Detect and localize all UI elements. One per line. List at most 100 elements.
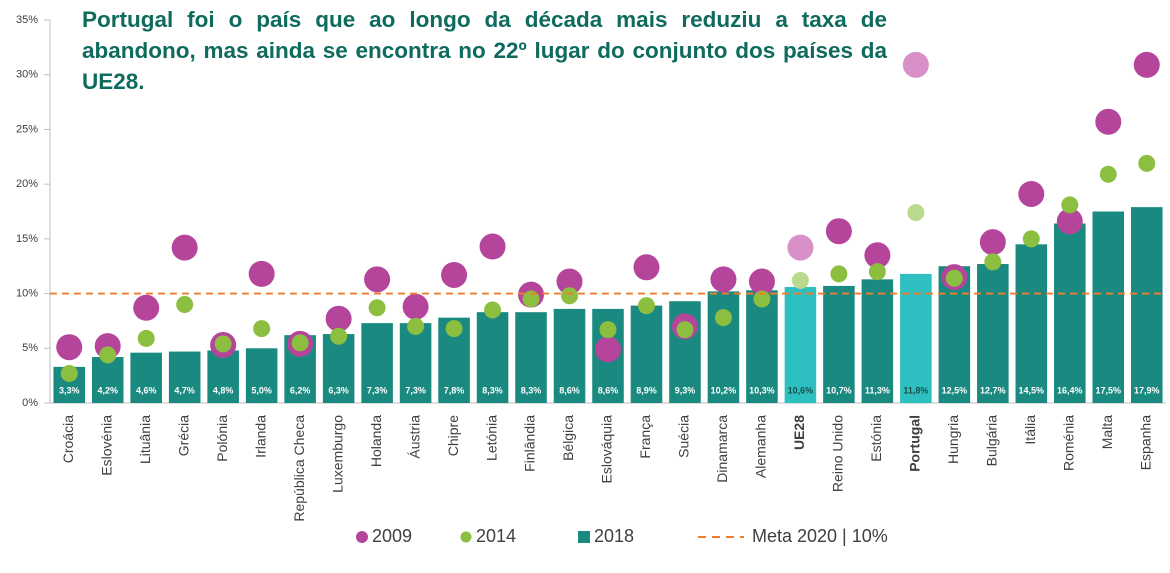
marker-2014 (599, 321, 617, 339)
bar (1015, 244, 1048, 403)
bar-value-label: 11,8% (903, 385, 928, 395)
marker-2009 (787, 234, 814, 261)
bar (476, 312, 509, 403)
marker-2014 (407, 317, 425, 335)
y-tick-label: 35% (16, 14, 38, 26)
marker-2014 (137, 329, 155, 347)
y-tick-label: 15% (16, 233, 38, 245)
bar-value-label: 6,2% (290, 385, 311, 395)
bar-value-label: 8,6% (598, 385, 619, 395)
marker-2009 (402, 293, 429, 320)
x-tick-label: Holanda (368, 415, 384, 467)
bar-value-label: 5,0% (251, 385, 272, 395)
marker-2014 (637, 297, 655, 315)
y-tick-label: 20% (16, 178, 38, 190)
bar-value-label: 6,3% (328, 385, 349, 395)
bar (322, 334, 355, 403)
bar (823, 285, 855, 403)
legend-label: Meta 2020 | 10% (752, 526, 888, 546)
y-tick-label: 0% (22, 397, 38, 409)
bar-value-label: 10,2% (711, 385, 737, 395)
bar-value-label: 8,3% (521, 385, 542, 395)
marker-2009 (902, 51, 929, 78)
bar-value-label: 11,3% (865, 385, 890, 395)
x-tick-label: Irlanda (252, 415, 268, 458)
marker-2014 (330, 327, 348, 345)
bar-value-label: 17,9% (1134, 385, 1160, 395)
bar-value-label: 10,6% (788, 385, 814, 395)
marker-2014 (60, 364, 78, 382)
marker-2014 (176, 296, 194, 314)
x-tick-label: Portugal (907, 415, 923, 472)
marker-2014 (945, 269, 963, 287)
legend-swatch (356, 531, 368, 543)
marker-2009 (1056, 208, 1083, 235)
marker-2014 (484, 301, 502, 319)
bar (515, 312, 547, 403)
x-tick-label: França (637, 415, 653, 459)
bar (361, 323, 393, 403)
marker-2014 (522, 290, 540, 308)
chart-title: Portugal foi o país que ao longo da déca… (82, 7, 887, 94)
bar (207, 350, 239, 403)
marker-2009 (556, 268, 583, 295)
marker-2014 (868, 263, 886, 281)
marker-2014 (1099, 165, 1117, 183)
bar (1054, 223, 1086, 403)
bar-value-label: 3,3% (59, 385, 80, 395)
bar-value-label: 16,4% (1057, 385, 1083, 395)
bar (746, 290, 778, 403)
marker-2014 (714, 309, 732, 327)
marker-2009 (56, 334, 83, 361)
x-tick-label: Alemanha (753, 415, 769, 478)
marker-2014 (253, 320, 271, 338)
bar-value-label: 17,5% (1096, 385, 1122, 395)
marker-2009 (133, 294, 160, 321)
marker-2014 (791, 271, 809, 289)
marker-2009 (748, 268, 775, 295)
marker-2014 (676, 321, 694, 339)
bar (168, 351, 201, 403)
bar-value-label: 4,8% (213, 385, 234, 395)
marker-2014 (445, 320, 463, 338)
x-tick-label: Áustria (406, 415, 422, 459)
bar-value-label: 9,3% (675, 385, 696, 395)
bar (861, 279, 894, 403)
legend-label: 2018 (594, 526, 634, 546)
x-tick-label: Letónia (483, 415, 499, 461)
marker-2009 (441, 261, 468, 288)
marker-2014 (1061, 196, 1079, 214)
bar (245, 348, 278, 403)
bar (399, 323, 432, 403)
x-tick-label: Bulgária (984, 415, 1000, 467)
marker-2009 (825, 218, 852, 245)
marker-2009 (248, 260, 275, 287)
bar-value-label: 12,5% (942, 385, 968, 395)
marker-2014 (830, 265, 848, 283)
marker-2009 (1095, 108, 1122, 135)
marker-2009 (479, 233, 506, 260)
bar-value-label: 8,9% (636, 385, 657, 395)
x-tick-label: Lituânia (137, 415, 153, 464)
marker-2009 (979, 229, 1006, 256)
y-tick-label: 5% (22, 342, 38, 354)
marker-2009 (710, 266, 737, 293)
x-tick-label: Grécia (175, 415, 191, 456)
legend-swatch (578, 531, 590, 543)
bar (1092, 211, 1125, 403)
bar-value-label: 8,3% (482, 385, 503, 395)
x-tick-label: República Checa (291, 415, 307, 522)
legend-swatch (460, 531, 472, 543)
x-tick-label: Espanha (1137, 415, 1153, 470)
marker-2009 (633, 254, 660, 281)
x-tick-label: Eslovénia (98, 415, 114, 476)
marker-2009 (325, 305, 352, 332)
marker-2014 (753, 290, 771, 308)
bar (91, 357, 124, 403)
x-tick-label: Croácia (60, 415, 76, 463)
x-tick-label: Chipre (445, 415, 461, 456)
x-tick-label: Roménia (1060, 415, 1076, 471)
x-tick-label: Estónia (868, 415, 884, 462)
